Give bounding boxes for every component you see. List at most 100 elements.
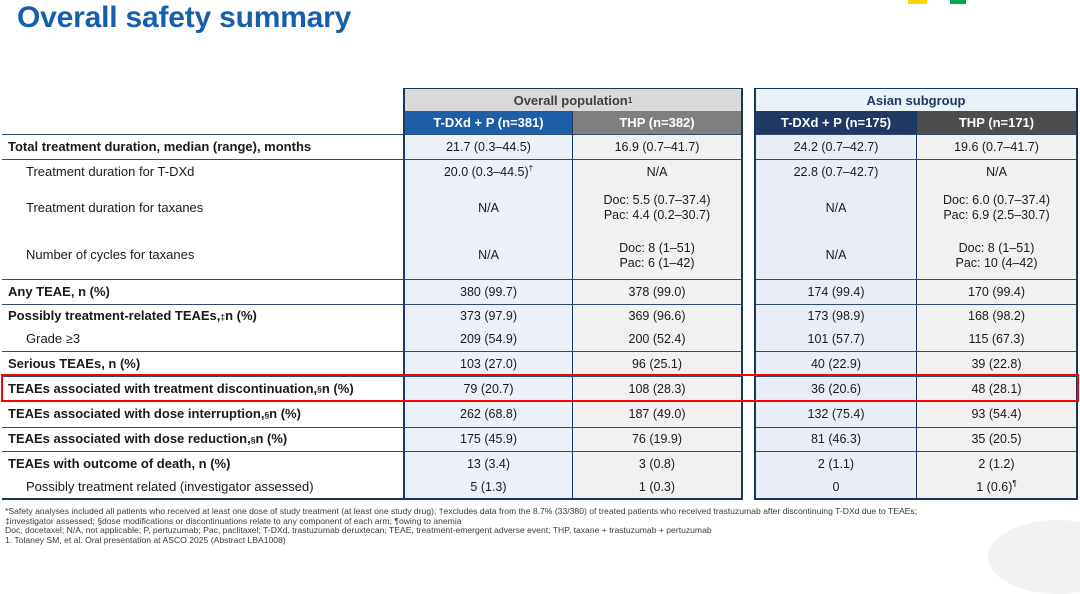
table-row: TEAEs associated with dose reduction, § n… bbox=[2, 427, 1078, 451]
table-cell: 3 (0.8) bbox=[573, 451, 743, 476]
table-cell: 13 (3.4) bbox=[403, 451, 573, 476]
row-label: Any TEAE, n (%) bbox=[2, 279, 403, 304]
row-label: Possibly treatment related (investigator… bbox=[2, 476, 403, 500]
header-label-spacer bbox=[2, 111, 403, 134]
row-label: Number of cycles for taxanes bbox=[26, 247, 195, 263]
table-cell: 93 (54.4) bbox=[917, 401, 1078, 427]
table-cell: 39 (22.8) bbox=[917, 351, 1078, 376]
table-cell: 76 (19.9) bbox=[573, 427, 743, 451]
table-cell: 173 (98.9) bbox=[754, 304, 917, 328]
row-label: Grade ≥3 bbox=[26, 331, 81, 347]
table-cell: 103 (27.0) bbox=[403, 351, 573, 376]
table-cell: 369 (96.6) bbox=[573, 304, 743, 328]
table-cell: N/A bbox=[403, 184, 573, 232]
table-cell: 115 (67.3) bbox=[917, 328, 1078, 351]
table-cell: 2 (1.1) bbox=[754, 451, 917, 476]
column-header-thp-asian: THP (n=171) bbox=[917, 111, 1078, 134]
table-cell: Doc: 8 (1–51) Pac: 10 (4–42) bbox=[917, 232, 1078, 279]
table-cell: 170 (99.4) bbox=[917, 279, 1078, 304]
table-cell: 262 (68.8) bbox=[403, 401, 573, 427]
table-cell: 21.7 (0.3–44.5) bbox=[403, 134, 573, 159]
row-label: Treatment duration for T-DXd bbox=[2, 159, 403, 184]
table-row: Serious TEAEs, n (%) 103 (27.0) 96 (25.1) 4… bbox=[2, 351, 1078, 376]
table-cell: 1 (0.3) bbox=[573, 476, 743, 500]
table-gap bbox=[743, 159, 754, 184]
row-label: Treatment duration for taxanes bbox=[26, 199, 204, 215]
row-label: Total treatment duration, median (range)… bbox=[2, 134, 403, 159]
table-cell: 79 (20.7) bbox=[403, 376, 573, 401]
table-cell: 380 (99.7) bbox=[403, 279, 573, 304]
table-gap bbox=[743, 328, 754, 351]
table-cell: 20.0 (0.3–44.5)† bbox=[403, 159, 573, 184]
table-row: Any TEAE, n (%) 380 (99.7) 378 (99.0) 174 (… bbox=[2, 279, 1078, 304]
table-gap bbox=[743, 401, 754, 427]
row-label: Serious TEAEs, n (%) bbox=[2, 351, 403, 376]
table-row: Number of cycles for taxanes N/A Doc: 8 (1… bbox=[2, 232, 1078, 279]
table-row: Grade ≥3 209 (54.9) 200 (52.4) 101 (57.7) 11… bbox=[2, 328, 1078, 351]
table-cell: 24.2 (0.7–42.7) bbox=[754, 134, 917, 159]
table-cell: 132 (75.4) bbox=[754, 401, 917, 427]
row-label: TEAEs associated with dose reduction, § n… bbox=[2, 427, 403, 451]
table-cell: 168 (98.2) bbox=[917, 304, 1078, 328]
table-cell: N/A bbox=[754, 184, 917, 232]
table-cell: N/A bbox=[754, 232, 917, 279]
column-group-asian-subgroup: Asian subgroup bbox=[754, 88, 1078, 111]
table-cell: 200 (52.4) bbox=[573, 328, 743, 351]
table-cell: 16.9 (0.7–41.7) bbox=[573, 134, 743, 159]
table-cell: 378 (99.0) bbox=[573, 279, 743, 304]
safety-summary-table: Overall population 1 Asian subgroup T-DXd… bbox=[1, 88, 1079, 500]
table-cell: 108 (28.3) bbox=[573, 376, 743, 401]
footnote-line: *Safety analyses included all patients w… bbox=[5, 506, 918, 516]
table-cell: 373 (97.9) bbox=[403, 304, 573, 328]
table-gap bbox=[743, 184, 754, 232]
column-group-label: Overall population bbox=[513, 92, 628, 108]
footnotes: *Safety analyses included all patients w… bbox=[5, 506, 1077, 546]
table-cell: 19.6 (0.7–41.7) bbox=[917, 134, 1078, 159]
table-row: TEAEs with outcome of death, n (%) 13 (3.… bbox=[2, 451, 1078, 476]
table-gap bbox=[743, 111, 754, 134]
column-group-overall-population: Overall population 1 bbox=[403, 88, 743, 111]
table-cell: 81 (46.3) bbox=[754, 427, 917, 451]
table-row: TEAEs associated with treatment disconti… bbox=[1, 374, 1079, 402]
table-cell: 96 (25.1) bbox=[573, 351, 743, 376]
footnote-line: ‡investigator assessed; §dose modificati… bbox=[5, 515, 462, 526]
table-cell: N/A bbox=[917, 159, 1078, 184]
footnote-line: 1. Tolaney SM, et al. Oral presentation … bbox=[5, 535, 286, 546]
table-body: Total treatment duration, median (range)… bbox=[1, 134, 1079, 500]
table-gap bbox=[743, 279, 754, 304]
table-cell: 36 (20.6) bbox=[754, 376, 917, 401]
table-gap bbox=[743, 351, 754, 376]
table-cell: 48 (28.1) bbox=[917, 376, 1078, 401]
table-gap bbox=[743, 376, 754, 401]
table-cell: 101 (57.7) bbox=[754, 328, 917, 351]
table-row: Total treatment duration, median (range)… bbox=[2, 134, 1078, 159]
column-header-thp-overall: THP (n=382) bbox=[573, 111, 743, 134]
table-cell: 0 bbox=[754, 476, 917, 500]
footnote-line: Doc, docetaxel; N/A, not applicable; P, … bbox=[5, 525, 712, 536]
table-gap bbox=[743, 304, 754, 328]
table-gap bbox=[743, 88, 754, 111]
table-cell: 1 (0.6)¶ bbox=[917, 476, 1078, 500]
column-group-label: Asian subgroup bbox=[866, 92, 966, 108]
table-cell: 22.8 (0.7–42.7) bbox=[754, 159, 917, 184]
column-header-tdxd-p-asian: T-DXd + P (n=175) bbox=[754, 111, 917, 134]
table-row: Possibly treatment related (investigator… bbox=[2, 476, 1078, 500]
table-header-group-row: Overall population 1 Asian subgroup bbox=[2, 88, 1078, 111]
table-cell: N/A bbox=[573, 159, 743, 184]
table-row: Possibly treatment-related TEAEs, ‡ n (%)… bbox=[2, 304, 1078, 328]
table-cell: Doc: 6.0 (0.7–37.4) Pac: 6.9 (2.5–30.7) bbox=[917, 184, 1078, 232]
column-header-tdxd-p-overall: T-DXd + P (n=381) bbox=[403, 111, 573, 134]
table-cell: 2 (1.2) bbox=[917, 451, 1078, 476]
row-label: Possibly treatment-related TEAEs, ‡ n (%) bbox=[2, 304, 403, 328]
table-gap bbox=[743, 476, 754, 500]
header-label-spacer bbox=[2, 88, 403, 111]
table-cell: 209 (54.9) bbox=[403, 328, 573, 351]
table-gap bbox=[743, 232, 754, 279]
table-header-column-row: T-DXd + P (n=381) THP (n=382) T-DXd + P … bbox=[2, 111, 1078, 134]
table-cell: 175 (45.9) bbox=[403, 427, 573, 451]
table-row: TEAEs associated with dose interruption,… bbox=[2, 401, 1078, 427]
row-label: TEAEs associated with treatment disconti… bbox=[2, 376, 403, 401]
table-cell: 174 (99.4) bbox=[754, 279, 917, 304]
table-cell: Doc: 8 (1–51) Pac: 6 (1–42) bbox=[573, 232, 743, 279]
